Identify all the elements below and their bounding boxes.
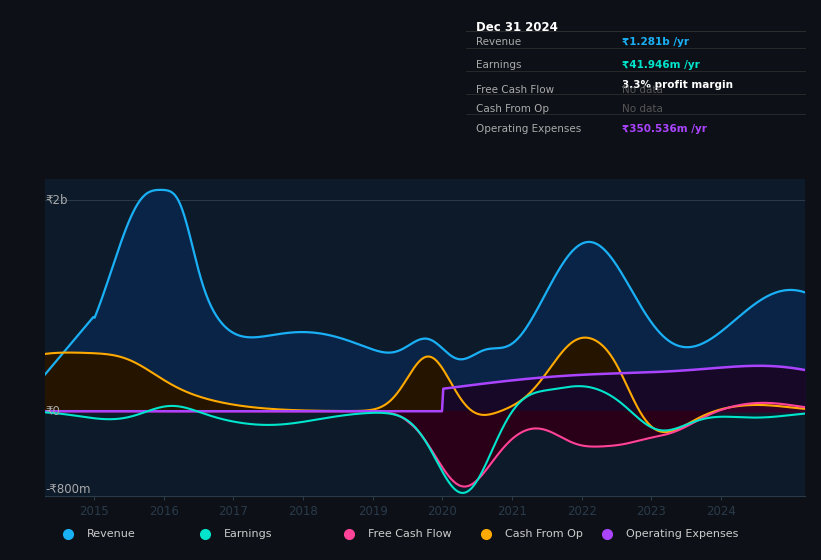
Text: Free Cash Flow: Free Cash Flow [475,85,554,95]
Text: Earnings: Earnings [475,60,521,69]
Text: Revenue: Revenue [87,529,135,539]
Text: ₹41.946m /yr: ₹41.946m /yr [622,60,700,69]
Text: Earnings: Earnings [223,529,272,539]
Text: No data: No data [622,104,663,114]
Text: No data: No data [622,85,663,95]
Text: ₹2b: ₹2b [45,194,67,207]
Text: ₹350.536m /yr: ₹350.536m /yr [622,124,707,134]
Text: Cash From Op: Cash From Op [505,529,582,539]
Text: Operating Expenses: Operating Expenses [626,529,739,539]
Text: -₹800m: -₹800m [45,483,90,496]
Text: Cash From Op: Cash From Op [475,104,548,114]
Text: Operating Expenses: Operating Expenses [475,124,581,134]
Text: ₹1.281b /yr: ₹1.281b /yr [622,37,690,47]
Text: Revenue: Revenue [475,37,521,47]
Text: Free Cash Flow: Free Cash Flow [368,529,452,539]
Text: Dec 31 2024: Dec 31 2024 [475,21,557,34]
Text: ₹0: ₹0 [45,405,60,418]
Text: 3.3% profit margin: 3.3% profit margin [622,80,733,90]
